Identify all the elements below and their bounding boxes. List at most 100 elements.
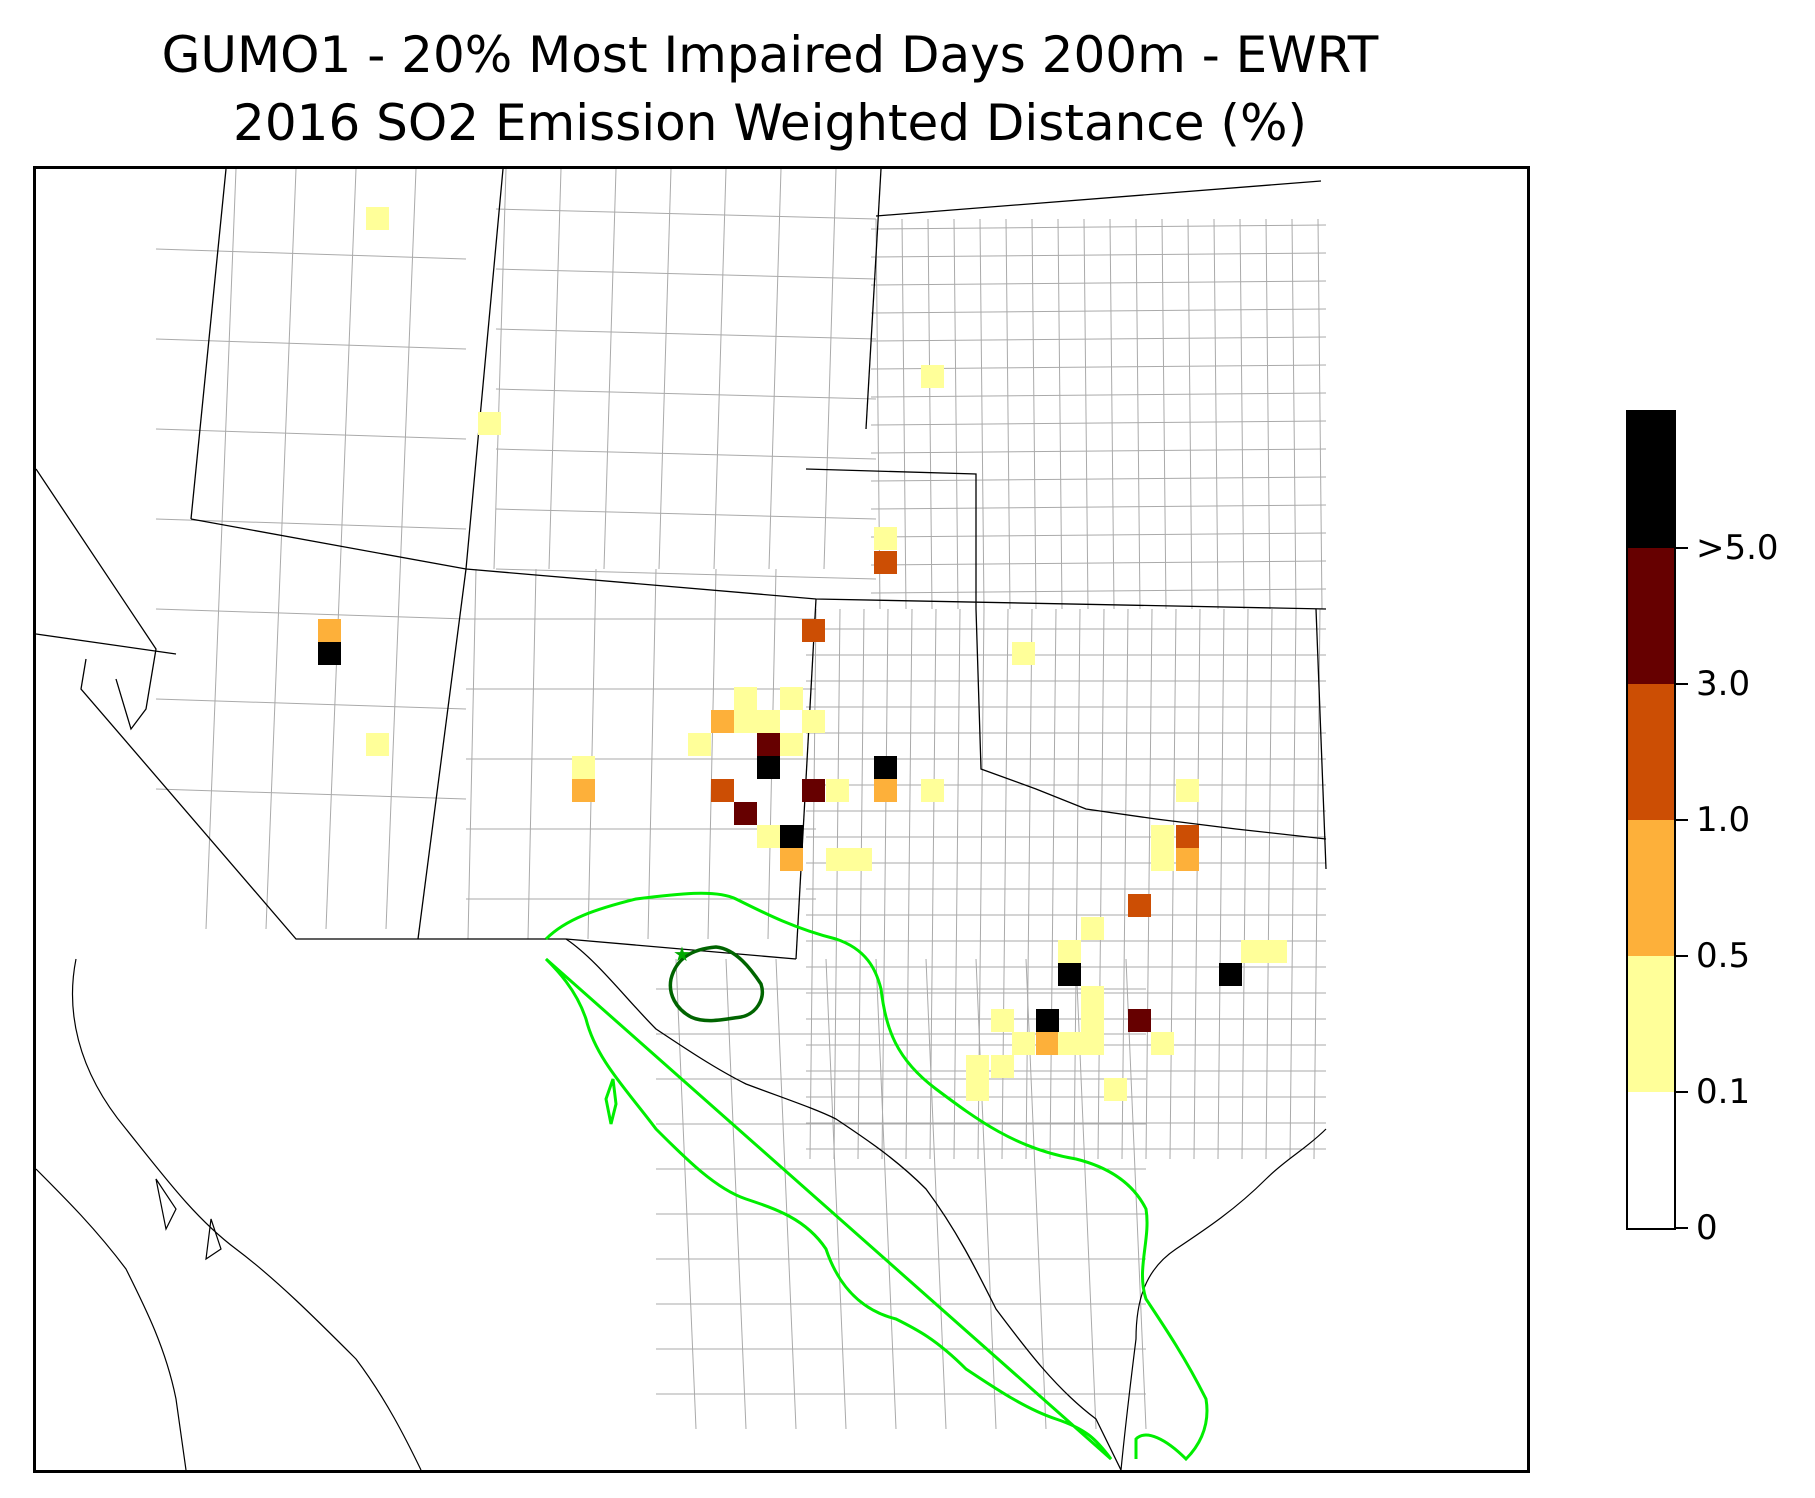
county-boundaries (155, 169, 1327, 1430)
county-line (495, 208, 877, 220)
county-line (870, 476, 1327, 482)
emission-cells (318, 207, 1287, 1101)
colorbar-tick-label: 0.5 (1696, 936, 1751, 976)
emission-cell (1081, 986, 1104, 1009)
county-line (205, 169, 237, 930)
county-line (775, 958, 797, 1430)
county-line (1241, 608, 1249, 1160)
emission-cell (1036, 1009, 1059, 1032)
map-canvas: ★ (36, 169, 1327, 1470)
county-line (495, 388, 877, 400)
county-line (155, 518, 467, 530)
emission-cell (802, 619, 825, 642)
county-line (495, 328, 877, 340)
emission-cell (1104, 1078, 1127, 1101)
county-line (925, 958, 947, 1430)
colorbar-tick (1676, 683, 1688, 685)
emission-cell (366, 733, 389, 756)
county-line (1049, 608, 1057, 1160)
emission-cell (734, 710, 757, 733)
county-line (881, 608, 889, 1160)
county-line (1187, 218, 1193, 610)
county-line (495, 448, 877, 460)
county-line (1213, 218, 1219, 610)
county-line (870, 252, 1327, 258)
emission-cell (1128, 894, 1151, 917)
emission-cell (1081, 1032, 1104, 1055)
county-line (870, 392, 1327, 398)
county-line (1145, 608, 1153, 1160)
county-line (823, 169, 837, 570)
emission-cell (874, 779, 897, 802)
county-line (155, 608, 467, 620)
colorbar-segment (1628, 412, 1674, 548)
county-line (768, 169, 782, 570)
county-line (833, 608, 841, 1160)
county-line (1121, 608, 1129, 1160)
contour-bright-green-island (604, 1078, 618, 1125)
county-line (265, 169, 297, 930)
county-line (647, 568, 657, 940)
emission-cell (802, 779, 825, 802)
emission-cell (1081, 1009, 1104, 1032)
emission-cell (1151, 825, 1174, 848)
county-line (1289, 608, 1297, 1160)
county-line (1031, 218, 1037, 610)
emission-cell (757, 733, 780, 756)
map-panel: ★ (33, 166, 1530, 1473)
county-line (870, 560, 1327, 566)
county-line (870, 336, 1327, 342)
emission-cell (1264, 940, 1287, 963)
emission-cell (757, 756, 780, 779)
county-line (870, 364, 1327, 370)
emission-cell (1036, 1032, 1059, 1055)
emission-cell (1128, 1009, 1151, 1032)
colorbar-tick-label: 0 (1696, 1208, 1718, 1248)
county-line (1109, 218, 1115, 610)
emission-cell (572, 779, 595, 802)
emission-cell (1151, 1032, 1174, 1055)
county-line (1217, 608, 1225, 1160)
emission-cell (874, 527, 897, 550)
emission-cell (1176, 779, 1199, 802)
emission-cell (921, 779, 944, 802)
colorbar-tick (1676, 1227, 1688, 1229)
county-line (707, 568, 717, 940)
county-line (527, 568, 537, 940)
colorbar-segment (1628, 1092, 1674, 1228)
emission-cell (874, 756, 897, 779)
contour-dark-green-inner (668, 945, 764, 1023)
county-line (870, 532, 1327, 538)
county-line (870, 420, 1327, 426)
emission-cell (991, 1055, 1014, 1078)
county-line (870, 448, 1327, 454)
county-line (155, 428, 467, 440)
emission-cell (318, 642, 341, 665)
county-line (975, 958, 997, 1430)
emission-cell (688, 733, 711, 756)
emission-cell (757, 710, 780, 733)
county-line (1193, 608, 1201, 1160)
emission-cell (1176, 848, 1199, 871)
emission-cell (1058, 940, 1081, 963)
county-line (1025, 608, 1033, 1160)
county-line (658, 169, 672, 570)
county-line (603, 169, 617, 570)
county-line (870, 280, 1327, 286)
emission-cell (1241, 940, 1264, 963)
county-line (495, 268, 877, 280)
county-line (1265, 608, 1273, 1160)
emission-cell (826, 848, 849, 871)
coastline (36, 958, 1327, 1470)
county-line (1097, 608, 1105, 1160)
emission-cell (1058, 963, 1081, 986)
county-line (901, 218, 907, 610)
colorbar-tick (1676, 955, 1688, 957)
county-line (1083, 218, 1089, 610)
emission-cell (780, 687, 803, 710)
county-line (155, 788, 467, 800)
contour-bright-green-outer (544, 891, 1209, 1462)
county-line (155, 248, 467, 260)
emission-cell (711, 710, 734, 733)
colorbar-tick-label: 0.1 (1696, 1072, 1751, 1112)
